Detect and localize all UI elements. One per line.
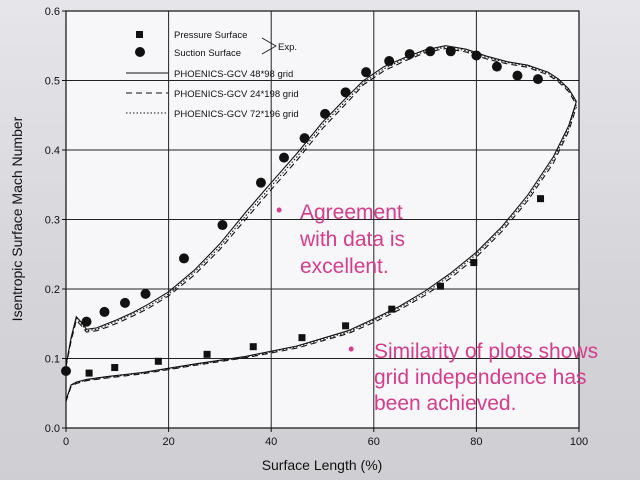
suction-surface-point: [279, 152, 290, 163]
annotation-agreement: • Agreement with data is excellent.: [276, 200, 405, 278]
solid-suction-curve: [65, 45, 577, 366]
pressure-surface-point: [85, 369, 93, 377]
legend-exp-label: Exp.: [278, 42, 297, 53]
dashed-pressure-curve: [65, 106, 577, 402]
dotted-suction-curve: [65, 46, 577, 367]
legend: Pressure Surface Suction Surface Exp. PH…: [126, 30, 299, 120]
x-tick-label: 0: [63, 436, 69, 448]
annotation-line: grid independence has: [374, 366, 587, 389]
pressure-surface-point: [388, 305, 396, 313]
suction-surface-point: [99, 306, 110, 317]
legend-label-suction: Suction Surface: [174, 48, 241, 59]
y-tick-label: 0.1: [45, 354, 60, 366]
y-tick-label: 0.5: [45, 76, 60, 88]
annotation-line: Similarity of plots shows: [374, 340, 598, 363]
suction-surface-point: [81, 316, 92, 327]
annotation-line: excellent.: [300, 255, 389, 278]
suction-surface-point: [404, 49, 415, 60]
suction-surface-point: [340, 87, 351, 98]
legend-circle-marker: [135, 47, 145, 57]
y-tick-label: 0.4: [45, 145, 60, 157]
annotation-bullet: •: [348, 339, 354, 359]
suction-surface-point: [361, 67, 372, 78]
legend-label-grid2: PHOENICS-GCV 24*198 grid: [174, 89, 299, 100]
legend-label-pressure: Pressure Surface: [174, 30, 247, 41]
y-tick-label: 0.2: [45, 284, 60, 296]
suction-surface-point: [445, 46, 456, 57]
pressure-surface-point: [470, 259, 478, 267]
suction-surface-point: [299, 133, 310, 144]
y-tick-label: 0.0: [45, 423, 60, 435]
suction-surface-point: [140, 288, 151, 299]
experimental-markers: [61, 46, 545, 377]
y-tick-label: 0.3: [45, 215, 60, 227]
x-tick-label: 100: [570, 436, 588, 448]
y-axis-label: Isentropic Surface Mach Number: [9, 116, 25, 321]
annotation-line: Agreement: [300, 201, 403, 224]
dotted-pressure-curve: [65, 103, 577, 402]
suction-surface-point: [178, 253, 189, 264]
axis-ticks: 0 20 40 60 80 100 0.0 0.1 0.2 0.3 0.4 0.5 0.6: [45, 6, 588, 448]
x-tick-label: 80: [470, 436, 482, 448]
pressure-surface-point: [249, 343, 257, 351]
pressure-surface-point: [203, 350, 211, 358]
suction-surface-point: [425, 46, 436, 57]
x-tick-label: 20: [162, 436, 174, 448]
pressure-surface-point: [342, 322, 350, 330]
suction-surface-point: [532, 74, 543, 85]
suction-surface-point: [119, 297, 130, 308]
annotation-line: been achieved.: [374, 392, 516, 415]
annotation-line: with data is: [299, 228, 405, 251]
x-tick-label: 40: [265, 436, 277, 448]
legend-label-grid3: PHOENICS-GCV 72*196 grid: [174, 109, 299, 120]
x-axis-label: Surface Length (%): [262, 457, 383, 473]
annotation-similarity: • Similarity of plots shows grid indepen…: [348, 339, 598, 415]
legend-brace: [261, 37, 277, 55]
cfd-curves: [65, 45, 577, 402]
y-tick-label: 0.6: [45, 6, 60, 18]
grid-lines: [66, 11, 579, 428]
suction-surface-point: [320, 108, 331, 119]
dashed-suction-curve: [65, 47, 577, 367]
legend-label-grid1: PHOENICS-GCV 48*98 grid: [174, 69, 293, 80]
annotation-bullet: •: [276, 200, 282, 220]
legend-square-marker: [136, 31, 143, 38]
suction-surface-point: [255, 177, 266, 188]
pressure-surface-point: [154, 357, 162, 365]
solid-pressure-curve: [65, 101, 577, 401]
pressure-surface-point: [436, 282, 444, 290]
suction-surface-point: [471, 50, 482, 61]
suction-surface-point: [217, 220, 228, 231]
x-tick-label: 60: [368, 436, 380, 448]
suction-surface-point: [384, 56, 395, 67]
pressure-surface-point: [111, 364, 119, 372]
suction-surface-point: [491, 61, 502, 72]
suction-surface-point: [512, 70, 523, 81]
pressure-surface-point: [537, 195, 545, 203]
pressure-surface-point: [298, 334, 306, 342]
